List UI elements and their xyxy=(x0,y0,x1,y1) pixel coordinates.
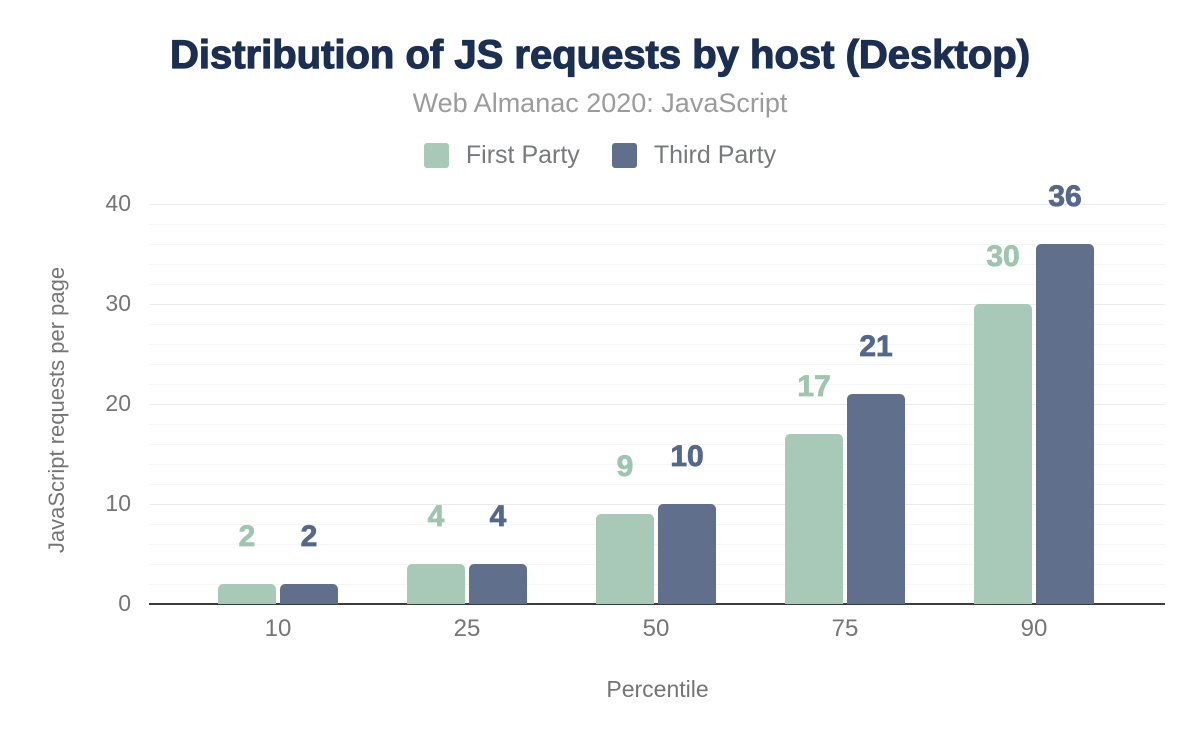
y-tick-0: 0 xyxy=(118,590,131,616)
gridline-minor-14 xyxy=(149,464,1165,465)
x-tick-90: 90 xyxy=(1020,615,1048,642)
bar-value-third-party-p25: 4 xyxy=(489,500,507,533)
y-tick-30: 30 xyxy=(105,290,131,316)
bar-first-party-p90[interactable] xyxy=(974,304,1032,604)
bar-third-party-p10[interactable] xyxy=(280,584,338,604)
bar-first-party-p75[interactable] xyxy=(785,434,843,604)
y-tick-10: 10 xyxy=(105,490,131,516)
bar-value-third-party-p10: 2 xyxy=(300,520,318,553)
bar-value-first-party-p50: 9 xyxy=(616,450,634,483)
gridline-major-10 xyxy=(149,504,1165,505)
legend-item-first-party[interactable]: First Party xyxy=(423,141,580,170)
gridline-minor-32 xyxy=(149,284,1165,285)
bar-value-third-party-p50: 10 xyxy=(670,440,704,473)
bar-third-party-p25[interactable] xyxy=(469,564,527,604)
bar-first-party-p10[interactable] xyxy=(218,584,276,604)
chart-subtitle: Web Almanac 2020: JavaScript xyxy=(412,88,788,118)
gridline-minor-4 xyxy=(149,564,1165,565)
bar-value-first-party-p10: 2 xyxy=(238,520,256,553)
bar-value-first-party-p90: 30 xyxy=(986,240,1020,273)
gridline-minor-24 xyxy=(149,364,1165,365)
gridline-minor-26 xyxy=(149,344,1165,345)
gridline-minor-38 xyxy=(149,224,1165,225)
bar-third-party-p90[interactable] xyxy=(1036,244,1094,604)
y-tick-40: 40 xyxy=(105,190,131,216)
x-axis-title: Percentile xyxy=(606,676,709,702)
legend: First Party Third Party xyxy=(0,141,1200,170)
x-tick-25: 25 xyxy=(453,615,481,642)
gridline-major-40 xyxy=(149,204,1165,205)
chart-title: Distribution of JS requests by host (Des… xyxy=(169,33,1031,77)
gridline-major-20 xyxy=(149,404,1165,405)
gridline-minor-36 xyxy=(149,244,1165,245)
gridline-minor-18 xyxy=(149,424,1165,425)
bar-first-party-p25[interactable] xyxy=(407,564,465,604)
bar-third-party-p50[interactable] xyxy=(658,504,716,604)
gridline-minor-2 xyxy=(149,584,1165,585)
bar-value-third-party-p75: 21 xyxy=(859,330,893,363)
x-axis-line xyxy=(149,603,1165,605)
gridline-minor-22 xyxy=(149,384,1165,385)
x-tick-75: 75 xyxy=(831,615,859,642)
bar-value-first-party-p25: 4 xyxy=(427,500,445,533)
y-tick-20: 20 xyxy=(105,390,131,416)
gridline-minor-12 xyxy=(149,484,1165,485)
bar-value-first-party-p75: 17 xyxy=(797,370,831,403)
gridline-minor-8 xyxy=(149,524,1165,525)
legend-swatch-first-party-icon xyxy=(423,143,449,168)
legend-label-first-party: First Party xyxy=(465,141,580,169)
gridline-minor-34 xyxy=(149,264,1165,265)
x-tick-10: 10 xyxy=(264,615,292,642)
gridline-minor-16 xyxy=(149,444,1165,445)
bar-first-party-p50[interactable] xyxy=(596,514,654,604)
bar-value-third-party-p90: 36 xyxy=(1048,180,1082,213)
legend-swatch-third-party-icon xyxy=(611,143,637,168)
legend-label-third-party: Third Party xyxy=(653,141,777,169)
bar-third-party-p75[interactable] xyxy=(847,394,905,604)
x-tick-50: 50 xyxy=(642,615,670,642)
legend-item-third-party[interactable]: Third Party xyxy=(611,141,777,170)
gridline-major-30 xyxy=(149,304,1165,305)
gridline-minor-28 xyxy=(149,324,1165,325)
gridline-minor-6 xyxy=(149,544,1165,545)
